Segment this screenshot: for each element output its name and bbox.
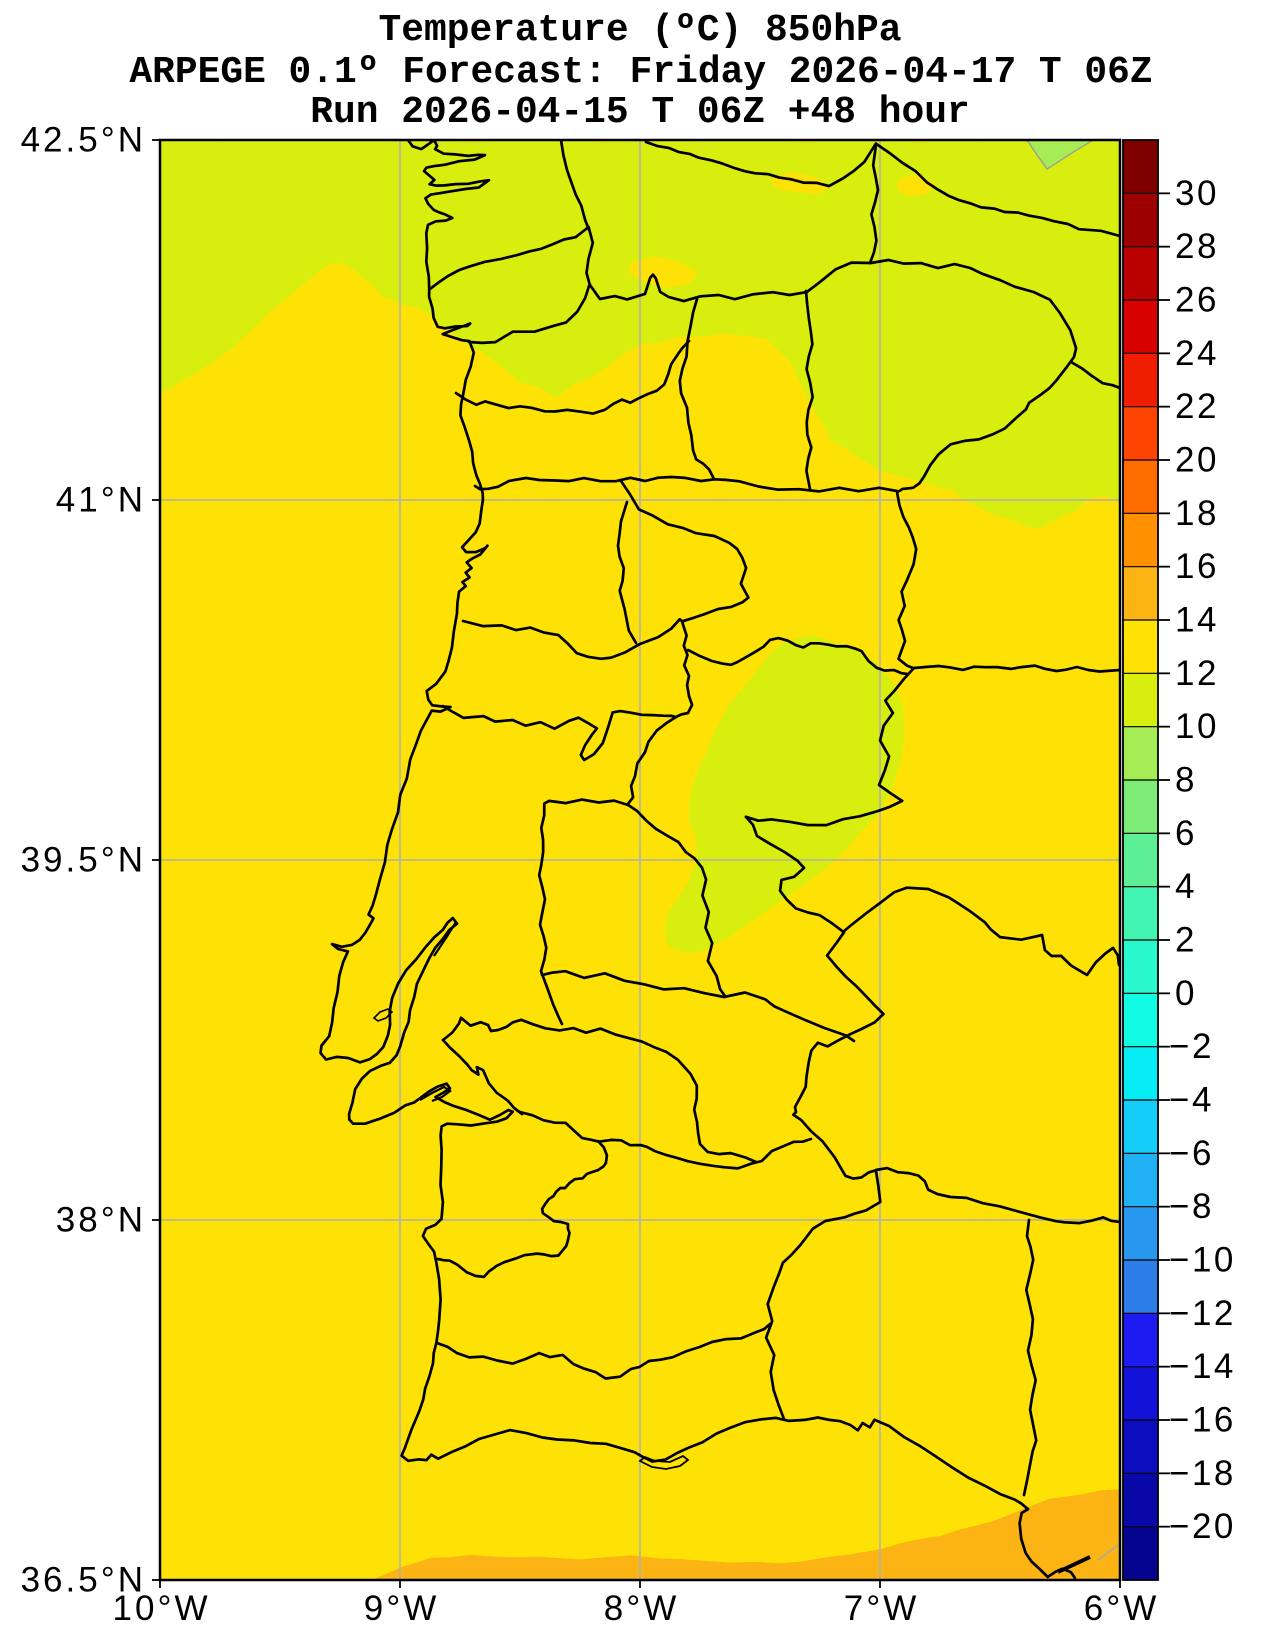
svg-text:10: 10: [1175, 707, 1219, 746]
svg-text:ARPEGE 0.1º Forecast: Friday 2: ARPEGE 0.1º Forecast: Friday 2026-04-17 …: [129, 51, 1152, 94]
svg-text:−12: −12: [1169, 1294, 1236, 1333]
svg-text:2: 2: [1175, 921, 1197, 960]
svg-text:24: 24: [1175, 334, 1219, 373]
svg-text:28: 28: [1175, 227, 1219, 266]
svg-text:6°W: 6°W: [1084, 1589, 1160, 1628]
svg-text:41°N: 41°N: [56, 481, 146, 520]
svg-text:9°W: 9°W: [364, 1589, 440, 1628]
svg-text:39.5°N: 39.5°N: [21, 841, 146, 880]
svg-text:14: 14: [1175, 601, 1219, 640]
svg-text:−10: −10: [1169, 1241, 1236, 1280]
svg-text:12: 12: [1175, 654, 1219, 693]
svg-text:0: 0: [1175, 974, 1197, 1013]
svg-text:−18: −18: [1169, 1454, 1236, 1493]
svg-text:−14: −14: [1169, 1347, 1236, 1386]
svg-text:42.5°N: 42.5°N: [21, 121, 146, 160]
svg-text:36.5°N: 36.5°N: [21, 1561, 146, 1600]
svg-text:Run 2026-04-15 T 06Z +48 hour: Run 2026-04-15 T 06Z +48 hour: [310, 91, 969, 134]
svg-text:7°W: 7°W: [844, 1589, 920, 1628]
svg-text:8°W: 8°W: [604, 1589, 680, 1628]
svg-text:−2: −2: [1169, 1027, 1214, 1066]
svg-text:22: 22: [1175, 387, 1219, 426]
svg-text:−16: −16: [1169, 1401, 1236, 1440]
svg-text:−8: −8: [1169, 1187, 1214, 1226]
svg-text:−20: −20: [1169, 1507, 1236, 1546]
svg-text:10°W: 10°W: [113, 1589, 211, 1628]
svg-text:Temperature (ºC) 850hPa: Temperature (ºC) 850hPa: [379, 9, 902, 52]
svg-text:4: 4: [1175, 867, 1197, 906]
svg-text:18: 18: [1175, 494, 1219, 533]
svg-text:30: 30: [1175, 174, 1219, 213]
svg-text:26: 26: [1175, 281, 1219, 320]
svg-text:−4: −4: [1169, 1081, 1214, 1120]
svg-text:16: 16: [1175, 547, 1219, 586]
svg-text:−6: −6: [1169, 1134, 1214, 1173]
svg-text:38°N: 38°N: [56, 1201, 146, 1240]
svg-text:6: 6: [1175, 814, 1197, 853]
svg-text:20: 20: [1175, 441, 1219, 480]
svg-text:8: 8: [1175, 761, 1197, 800]
